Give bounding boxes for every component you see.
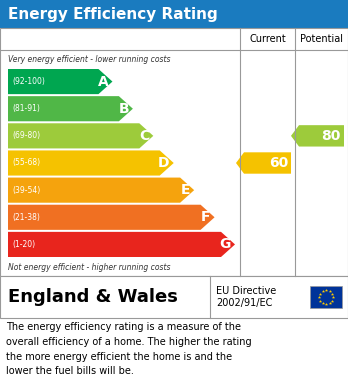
- Text: (39-54): (39-54): [12, 186, 40, 195]
- Text: B: B: [118, 102, 129, 116]
- Polygon shape: [8, 123, 153, 149]
- Text: 80: 80: [321, 129, 340, 143]
- Polygon shape: [8, 205, 215, 230]
- Text: (21-38): (21-38): [12, 213, 40, 222]
- Text: F: F: [201, 210, 211, 224]
- Polygon shape: [236, 152, 291, 174]
- Text: Current: Current: [249, 34, 286, 44]
- Text: Potential: Potential: [300, 34, 343, 44]
- Text: England & Wales: England & Wales: [8, 288, 178, 306]
- Polygon shape: [8, 232, 235, 257]
- Bar: [0, 276, 348, 318]
- Polygon shape: [8, 178, 194, 203]
- Text: G: G: [220, 237, 231, 251]
- Text: EU Directive: EU Directive: [216, 286, 276, 296]
- Text: Not energy efficient - higher running costs: Not energy efficient - higher running co…: [8, 262, 171, 271]
- Text: The energy efficiency rating is a measure of the
overall efficiency of a home. T: The energy efficiency rating is a measur…: [6, 322, 252, 377]
- Text: D: D: [158, 156, 170, 170]
- Bar: [0, 0, 348, 28]
- Text: 60: 60: [270, 156, 289, 170]
- Text: Energy Efficiency Rating: Energy Efficiency Rating: [8, 7, 218, 22]
- Text: (81-91): (81-91): [12, 104, 40, 113]
- Text: (69-80): (69-80): [12, 131, 40, 140]
- Text: Very energy efficient - lower running costs: Very energy efficient - lower running co…: [8, 56, 171, 65]
- Polygon shape: [8, 69, 112, 94]
- Polygon shape: [291, 125, 344, 147]
- Bar: [0, 28, 348, 276]
- Text: (1-20): (1-20): [12, 240, 35, 249]
- Text: C: C: [139, 129, 149, 143]
- Bar: [310, 286, 342, 308]
- Text: (92-100): (92-100): [12, 77, 45, 86]
- Text: E: E: [181, 183, 190, 197]
- Polygon shape: [8, 151, 174, 176]
- Text: (55-68): (55-68): [12, 158, 40, 167]
- Polygon shape: [8, 96, 133, 121]
- Text: A: A: [98, 75, 109, 89]
- Text: 2002/91/EC: 2002/91/EC: [216, 298, 272, 308]
